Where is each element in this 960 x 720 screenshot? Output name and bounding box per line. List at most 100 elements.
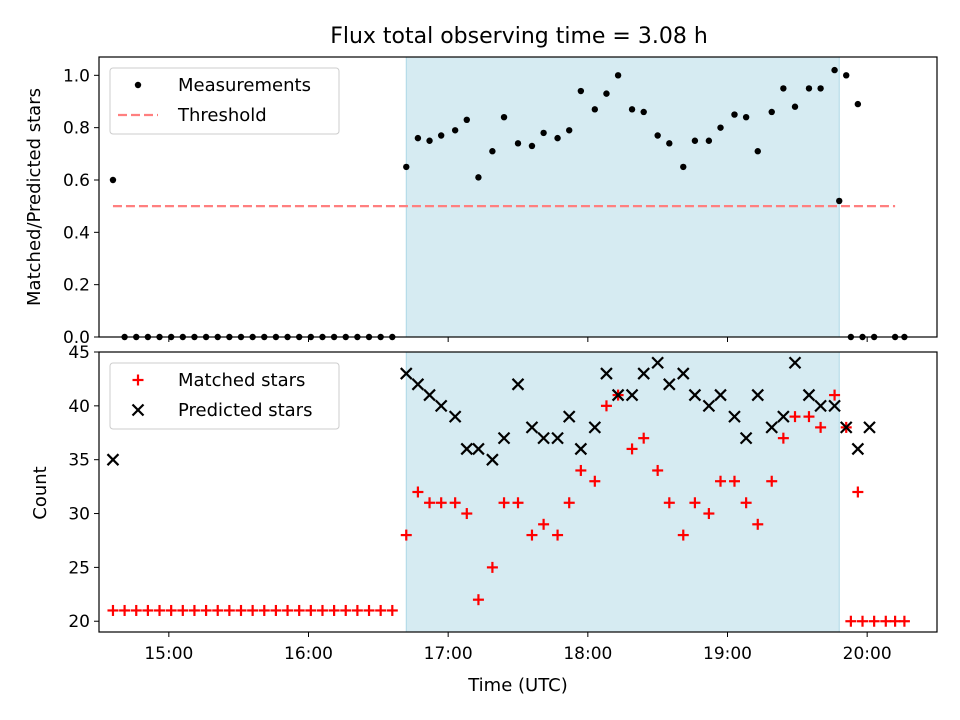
bottom-series-1-point-21	[651, 356, 664, 370]
bottom-series-0-point-32	[486, 561, 498, 573]
bottom-series-0-point-67	[898, 615, 910, 627]
bottom-series-0-point-61	[852, 486, 864, 498]
bottom-series-1-point-21-b	[651, 356, 664, 370]
bottom-series-0-point-55	[777, 432, 789, 444]
bottom-series-0-point-21	[351, 604, 363, 616]
top-y-tick-label-5: 1.0	[63, 66, 90, 86]
bottom-series-1-point-11	[525, 421, 539, 434]
bottom-series-0-point-29	[449, 497, 461, 509]
bottom-series-1-point-20	[637, 367, 650, 380]
bottom-series-1-point-38	[863, 421, 876, 434]
bottom-series-0-point-25	[400, 529, 412, 541]
bottom-series-1-point-13-b	[551, 431, 564, 445]
bottom-series-0-point-11	[235, 604, 247, 616]
bottom-series-0-point-57	[803, 411, 815, 423]
top-frame	[98, 56, 938, 338]
bottom-series-0-point-56	[789, 411, 801, 423]
bottom-frame	[98, 351, 938, 633]
bottom-series-1-point-18-b	[611, 388, 625, 402]
bottom-series-1-point-23	[676, 367, 690, 380]
bottom-series-0-point-40	[589, 475, 601, 487]
bottom-series-0-point-30	[461, 508, 473, 520]
bottom-series-1-point-6	[460, 442, 474, 456]
top-series-0-point-37	[554, 134, 561, 142]
top-series-0-point-47	[680, 163, 687, 171]
bottom-series-1-point-25	[702, 399, 716, 413]
bottom-series-0-point-22	[363, 604, 375, 616]
x-axis-label: Time (UTC)	[467, 675, 568, 696]
bottom-series-1-point-25-b	[702, 399, 716, 413]
bottom-series-1-point-8	[486, 453, 499, 466]
bottom-y-axis-label: Count	[30, 466, 51, 519]
bottom-series-0-point-14	[270, 604, 282, 616]
bottom-series-0-point-51	[728, 475, 740, 487]
top-series-0-point-52	[742, 113, 750, 121]
bottom-series-0-point-0	[107, 604, 119, 616]
bottom-series-1-point-3-b	[423, 388, 436, 402]
bottom-series-1-point-33	[802, 388, 816, 402]
top-series-0-point-54	[768, 108, 775, 116]
bottom-series-0-point-41	[600, 400, 612, 412]
bottom-series-1-point-4-b	[434, 399, 448, 413]
bottom-series-1-point-5-b	[448, 410, 462, 423]
bottom-series-1-point-10-b	[511, 378, 525, 391]
top-series-0-point-59	[831, 66, 838, 74]
top-series-0-point-51	[731, 111, 738, 118]
bottom-series-1-point-34	[814, 399, 827, 413]
top-series-0-point-39	[577, 87, 585, 95]
bottom-series-0-point-13	[258, 604, 270, 616]
top-series-0-point-53	[754, 148, 761, 155]
top-series-0-point-27	[426, 137, 433, 144]
bottom-series-1-point-24-b	[688, 388, 702, 402]
bottom-series-0-point-3	[142, 604, 154, 616]
bottom-series-0-point-53	[752, 518, 764, 530]
bottom-series-1-point-14	[562, 410, 576, 423]
top-legend-swatch-0	[134, 81, 142, 89]
top-series-0-point-26	[414, 134, 422, 142]
bottom-series-1-point-22	[663, 378, 676, 391]
top-series-0-point-0	[109, 176, 117, 184]
bottom-series-1-point-19-b	[625, 388, 639, 402]
top-series-0-point-60	[843, 72, 850, 79]
bottom-series-0-point-52	[740, 497, 752, 509]
bottom-series-1-point-12-b	[537, 431, 550, 445]
top-series-0-point-49	[705, 137, 713, 144]
bottom-series-1	[106, 356, 876, 466]
top-series-0-point-43	[628, 106, 636, 113]
bottom-series-1-point-30-b	[765, 421, 779, 434]
bottom-series-1-point-6-b	[460, 442, 474, 456]
bottom-x-tick-label-0: 15:00	[144, 644, 193, 664]
top-legend-label-1: Threshold	[177, 105, 267, 126]
bottom-series-0-point-18	[316, 604, 328, 616]
top-series-0-point-34	[514, 140, 522, 147]
top-series-0-point-29	[451, 127, 459, 134]
bottom-series-1-point-1	[399, 367, 413, 380]
top-y-tick-label-0: 0.0	[63, 328, 90, 348]
top-series-0-point-56	[791, 103, 799, 110]
bottom-x-tick-label-3: 18:00	[563, 644, 612, 664]
top-series-0-point-44	[640, 108, 647, 116]
bottom-series-0-point-28	[435, 497, 447, 509]
bottom-legend-swatch-0	[132, 374, 144, 386]
bottom-series-1-point-3	[423, 388, 436, 402]
bottom-series-0-point-66	[889, 615, 901, 627]
bottom-series-0-point-62	[845, 615, 857, 627]
bottom-series-0	[107, 389, 910, 627]
bottom-series-1-point-35-b	[828, 399, 841, 413]
bottom-series-0-point-9	[212, 604, 224, 616]
bottom-y-tick-label-0: 20	[68, 612, 90, 632]
top-y-tick-label-1: 0.2	[63, 276, 90, 296]
bottom-series-1-point-2	[411, 378, 425, 391]
bottom-series-1-point-5	[448, 410, 462, 423]
bottom-series-1-point-27-b	[728, 410, 741, 423]
bottom-series-1-point-37	[851, 442, 865, 456]
bottom-series-1-point-32-b	[788, 356, 802, 370]
bottom-legend-swatch-1-b	[131, 403, 145, 417]
bottom-series-1-point-28	[739, 431, 753, 445]
bottom-series-1-point-33-b	[802, 388, 816, 402]
bottom-series-1-point-18	[611, 388, 625, 402]
bottom-series-0-point-37	[552, 529, 564, 541]
bottom-series-1-point-23-b	[676, 367, 690, 380]
top-series-0-point-57	[805, 85, 813, 92]
bottom-series-0-point-58	[815, 421, 827, 433]
